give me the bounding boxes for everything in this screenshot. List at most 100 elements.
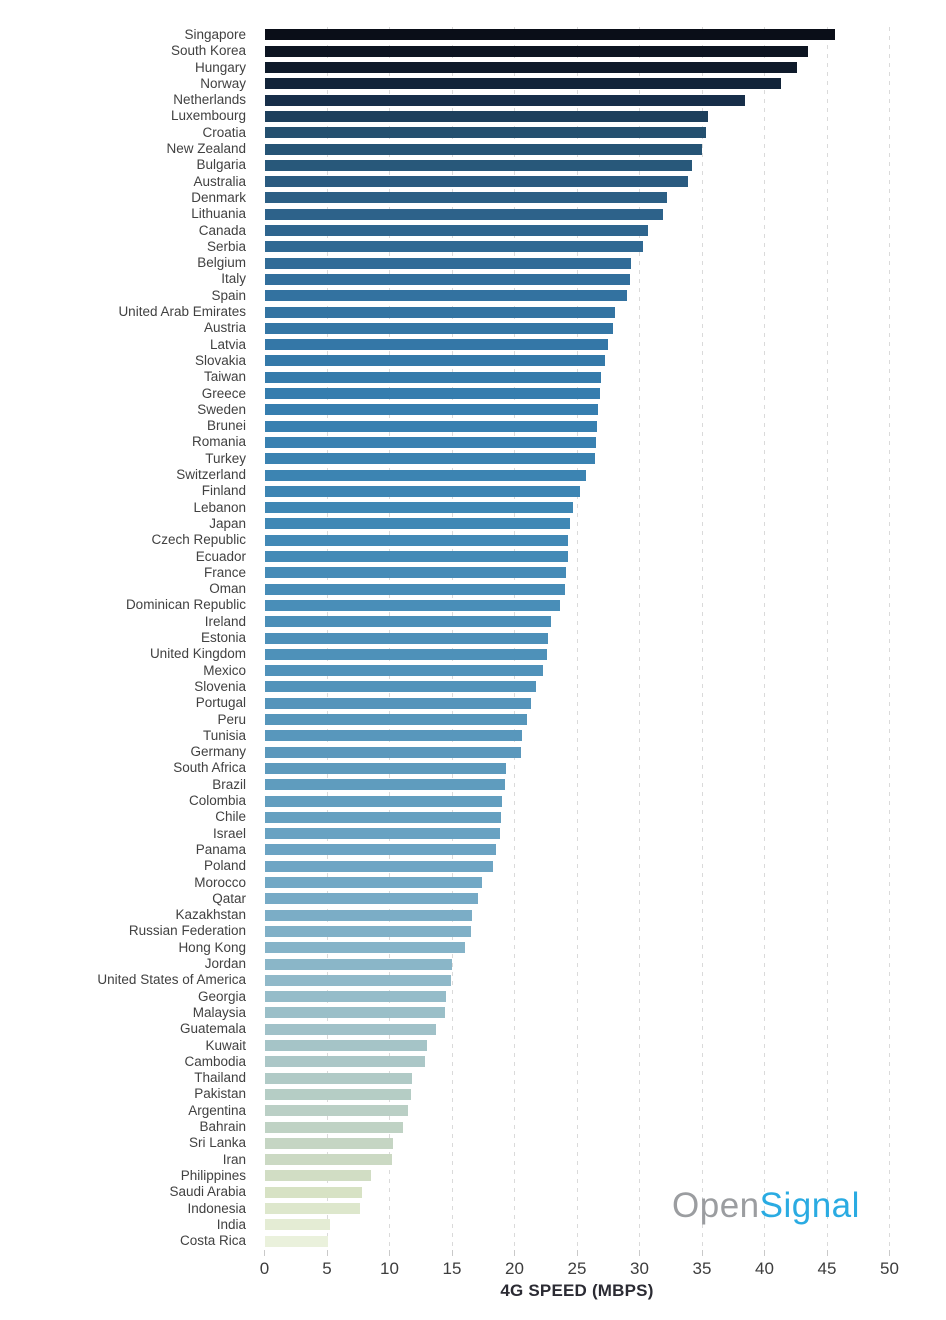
bar [264,616,551,628]
bar [264,208,664,220]
country-label: Norway [200,75,246,91]
country-label: United Arab Emirates [118,304,246,320]
country-label: Tunisia [202,727,246,743]
country-label: Panama [195,841,246,857]
x-tick-mark [389,1250,390,1257]
x-tick-mark [639,1250,640,1257]
country-label: Romania [191,434,246,450]
country-label: Cambodia [184,1053,246,1069]
x-tick-label: 30 [630,1259,649,1279]
bar [264,942,465,954]
country-label: Austria [203,320,246,336]
bar [264,877,482,889]
x-tick-label: 15 [442,1259,462,1279]
x-tick-mark [326,1250,328,1257]
bar [264,828,500,840]
x-tick-mark [764,1250,765,1257]
country-label: Thailand [194,1070,246,1086]
bar [264,306,615,318]
bar [264,159,692,171]
bar [264,94,745,106]
bar [264,339,609,351]
country-label: Luxembourg [170,108,246,124]
gridline-45 [826,26,828,1250]
bar [264,176,689,188]
country-label: Brunei [206,418,246,434]
country-label: Georgia [197,988,246,1004]
country-label: United States of America [97,972,246,988]
gridline-30 [639,26,640,1250]
country-label: Sweden [197,401,246,417]
bar [264,1023,436,1035]
country-label: Qatar [212,890,246,906]
bar [264,730,522,742]
bar [264,1137,394,1149]
bar [264,355,605,367]
country-label: India [216,1216,246,1232]
bar [264,485,580,497]
bar [264,925,471,937]
bar [264,1007,445,1019]
bar [264,110,709,122]
bar [264,241,644,253]
bar [264,1186,362,1198]
x-axis-title: 4G SPEED (MBPS) [500,1281,654,1301]
x-tick-mark [514,1250,515,1257]
bar [264,893,479,905]
gridline-25 [576,26,578,1250]
country-label: Turkey [205,450,246,466]
bar [264,1170,371,1182]
bar [264,860,494,872]
country-label: Dominican Republic [125,597,246,613]
bar [264,518,570,530]
country-label: Israel [212,825,246,841]
bar [264,257,631,269]
country-label: Kuwait [205,1037,246,1053]
x-tick-label: 35 [692,1259,712,1279]
logo-signal-text: Signal [759,1186,860,1225]
bar [264,681,536,693]
bar [264,909,472,921]
country-label: Czech Republic [151,532,246,548]
x-tick-mark [576,1250,578,1257]
country-label: Hong Kong [178,939,246,955]
x-tick-label: 10 [380,1259,399,1279]
gridline-35 [701,26,703,1250]
country-label: Chile [215,809,246,825]
country-label: Brazil [212,776,246,792]
country-label: Morocco [194,874,246,890]
country-label: Peru [217,711,246,727]
bar [264,1088,411,1100]
country-label: Kazakhstan [175,907,246,923]
country-label: Oman [209,581,246,597]
country-label: New Zealand [166,141,246,157]
bar [264,958,452,970]
bar [264,795,502,807]
gridline-40 [764,26,765,1250]
opensignal-logo: OpenSignal [672,1186,860,1226]
bar [264,746,521,758]
bar [264,632,549,644]
country-label: Indonesia [187,1200,246,1216]
country-label: Spain [211,287,246,303]
country-label: Lebanon [193,499,246,515]
country-label: Japan [209,515,246,531]
bar [264,469,586,481]
country-label: Guatemala [179,1021,246,1037]
country-label: United Kingdom [149,646,246,662]
gridline-50 [889,26,890,1250]
country-label: Argentina [188,1102,246,1118]
bar [264,192,667,204]
bar [264,534,569,546]
x-tick-mark [451,1250,453,1257]
country-label: Ireland [204,613,246,629]
country-label: Denmark [191,189,246,205]
bar [264,567,566,579]
bar [264,974,451,986]
bar [264,143,702,155]
country-label: Netherlands [173,92,246,108]
bar [264,762,506,774]
bar [264,225,649,237]
bar [264,1121,404,1133]
